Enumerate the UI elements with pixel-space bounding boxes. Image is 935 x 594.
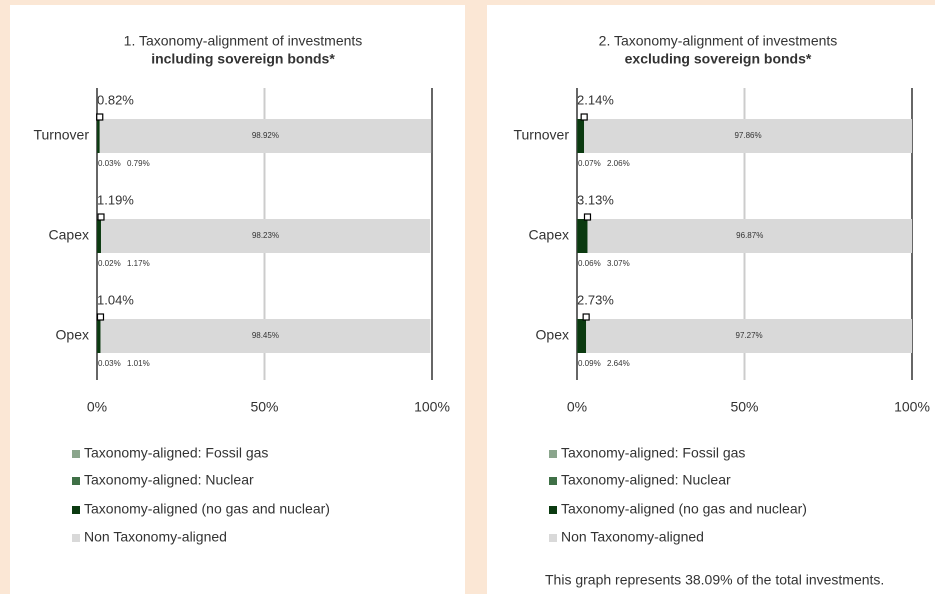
value-label: 97.27% [736,331,763,340]
value-label: 0.09% [578,359,601,368]
value-label: 0.03% [98,359,121,368]
value-label: 0.79% [127,159,150,168]
category-label: Turnover [513,127,569,143]
bar-segment [587,219,912,253]
bar-segment [577,219,588,253]
legend-swatch [72,506,80,514]
x-tick-label: 50% [730,399,758,415]
total-label: 2.14% [577,92,614,107]
x-tick-label: 100% [894,399,930,415]
legend-label: Non Taxonomy-aligned [561,529,704,545]
category-label: Capex [49,227,89,243]
bar-segment [586,319,912,353]
legend-swatch [72,450,80,458]
value-label: 98.92% [252,131,279,140]
legend-swatch [549,477,557,485]
category-label: Capex [529,227,569,243]
legend-label: Taxonomy-aligned: Fossil gas [561,445,745,461]
category-label: Turnover [33,127,89,143]
value-label: 96.87% [736,231,763,240]
value-label: 98.23% [252,231,279,240]
x-tick-label: 100% [414,399,450,415]
value-label: 0.07% [578,159,601,168]
legend-label: Taxonomy-aligned: Nuclear [561,472,731,488]
legend-label: Taxonomy-aligned (no gas and nuclear) [84,501,330,517]
value-label: 3.07% [607,259,630,268]
bar-segment [100,319,431,353]
total-marker [583,213,592,221]
total-label: 1.04% [97,292,134,307]
value-label: 97.86% [734,131,761,140]
bar-segment [99,119,432,153]
legend-swatch [549,450,557,458]
legend-swatch [549,506,557,514]
bar-segment [97,119,100,153]
legend-label: Non Taxonomy-aligned [84,529,227,545]
total-label: 1.19% [97,192,134,207]
legend-label: Taxonomy-aligned: Nuclear [84,472,254,488]
value-label: 2.64% [607,359,630,368]
total-label: 0.82% [97,92,134,107]
x-tick-label: 0% [567,399,587,415]
panel [10,5,465,594]
value-label: 0.02% [98,259,121,268]
bar-segment [577,319,587,353]
category-label: Opex [56,327,89,343]
chart-subtitle: including sovereign bonds* [151,51,335,67]
total-marker [580,113,588,121]
legend-swatch [72,477,80,485]
total-marker [96,313,105,321]
value-label: 1.01% [127,359,150,368]
x-tick-label: 50% [250,399,278,415]
total-marker [582,313,590,321]
value-label: 0.03% [98,159,121,168]
bar-segment [97,319,101,353]
panel [487,5,935,594]
value-label: 2.06% [607,159,630,168]
legend-swatch [549,534,557,542]
category-label: Opex [536,327,569,343]
value-label: 0.06% [578,259,601,268]
legend-swatch [72,534,80,542]
legend-label: Taxonomy-aligned (no gas and nuclear) [561,501,807,517]
legend-label: Taxonomy-aligned: Fossil gas [84,445,268,461]
chart-title: 1. Taxonomy-alignment of investments [124,33,363,49]
total-label: 2.73% [577,292,614,307]
bar-segment [577,119,585,153]
note: This graph represents 38.09% of the tota… [545,572,884,588]
value-label: 1.17% [127,259,150,268]
x-tick-label: 0% [87,399,107,415]
chart-title: 2. Taxonomy-alignment of investments [599,33,838,49]
bar-segment [584,119,912,153]
value-label: 98.45% [252,331,279,340]
total-marker [97,213,105,221]
bar-segment [97,219,101,253]
total-label: 3.13% [577,192,614,207]
chart-subtitle: excluding sovereign bonds* [625,51,812,67]
bar-segment [100,219,431,253]
total-marker [96,113,104,121]
